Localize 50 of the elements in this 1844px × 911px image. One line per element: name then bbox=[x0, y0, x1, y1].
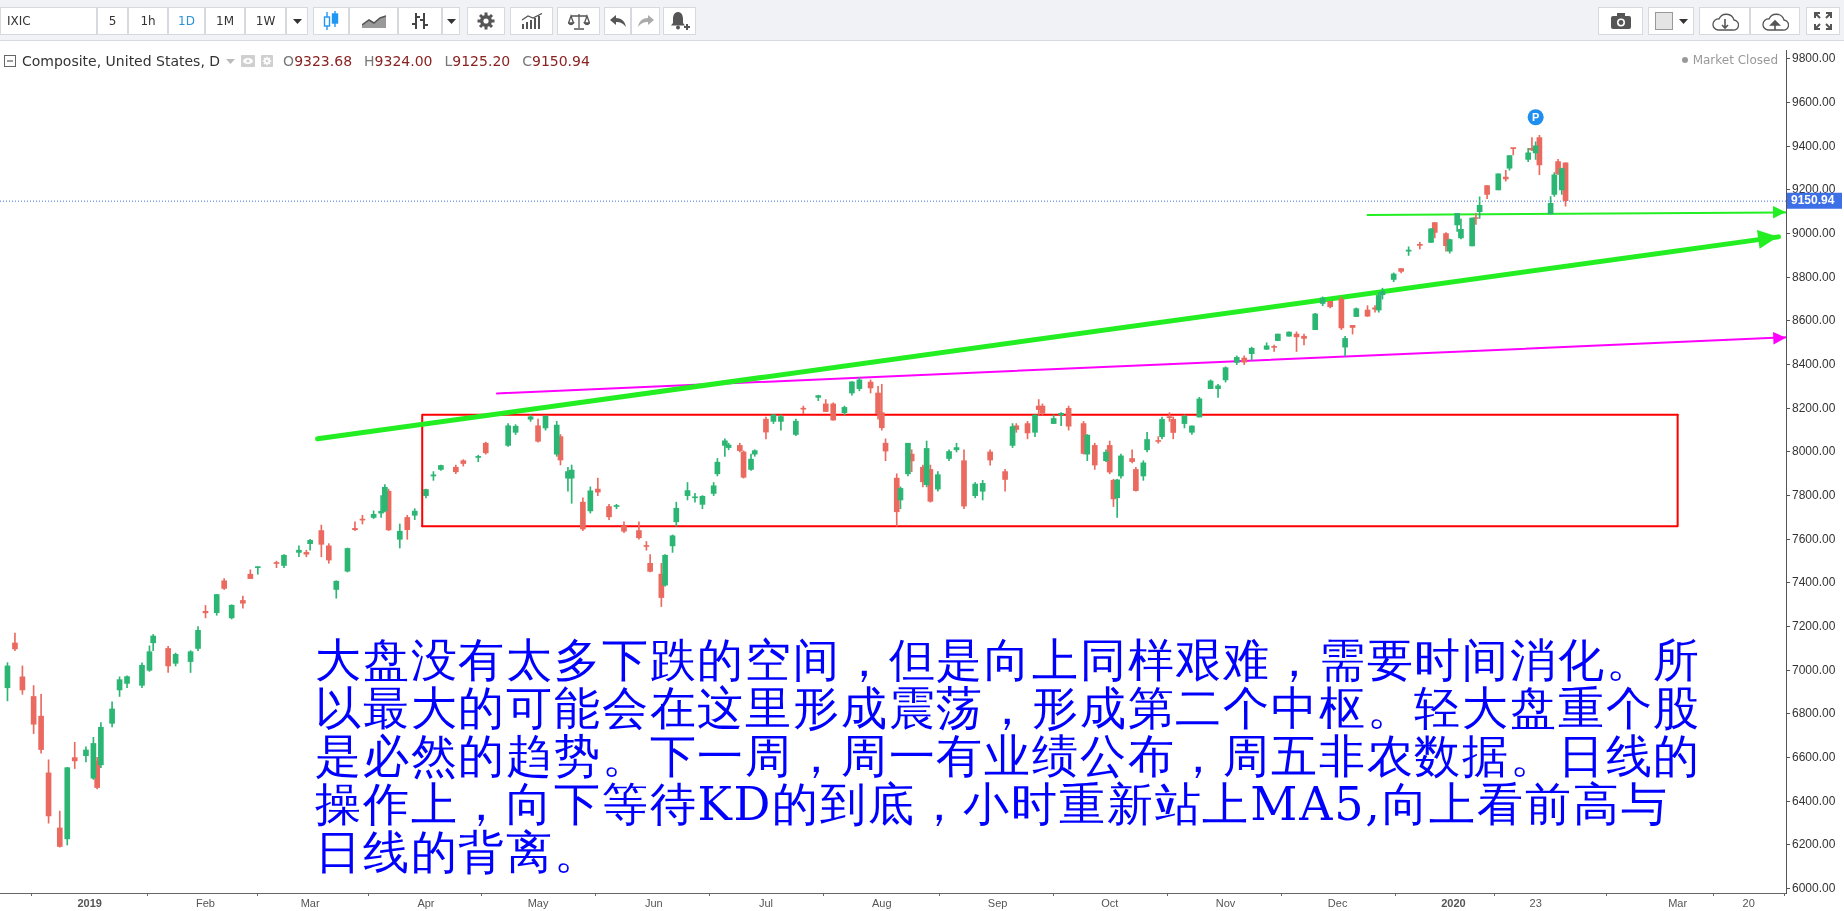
x-tick-label: Feb bbox=[196, 896, 215, 909]
button: 1h bbox=[128, 7, 168, 35]
y-tick-label: 6200.00 bbox=[1792, 837, 1836, 852]
x-tick-label: Nov bbox=[1215, 896, 1236, 909]
y-tick-label: 8600.00 bbox=[1792, 313, 1836, 328]
x-tick-label: Mar bbox=[300, 896, 320, 909]
y-tick-label: 7600.00 bbox=[1792, 531, 1836, 546]
annotation: Market Closed bbox=[1692, 53, 1778, 67]
y-tick-label: 8400.00 bbox=[1792, 356, 1836, 371]
annotation: L9125.20 bbox=[444, 53, 511, 69]
x-tick-label: Sep bbox=[987, 896, 1008, 909]
x-tick-label: 2019 bbox=[77, 896, 102, 909]
x-tick-label: Jun bbox=[645, 896, 663, 909]
x-tick-label: 20 bbox=[1742, 896, 1755, 909]
annotation: H9324.00 bbox=[364, 53, 433, 69]
x-tick-label: Oct bbox=[1101, 896, 1119, 909]
y-tick-label: 6000.00 bbox=[1792, 880, 1836, 895]
y-tick-label: 9400.00 bbox=[1792, 138, 1836, 153]
symbol-field: IXIC bbox=[0, 7, 97, 35]
x-tick-label: Dec bbox=[1327, 896, 1348, 909]
button: 5 bbox=[97, 7, 128, 35]
y-tick-label: 9000.00 bbox=[1792, 225, 1836, 240]
x-tick-label: 23 bbox=[1529, 896, 1542, 909]
y-tick-label: 7800.00 bbox=[1792, 487, 1836, 502]
x-tick-label: May bbox=[527, 896, 549, 909]
y-tick-label: 6600.00 bbox=[1792, 749, 1836, 764]
annotation: P bbox=[1531, 110, 1540, 123]
x-tick-label: Mar bbox=[1668, 896, 1688, 909]
annotation: O9323.68 bbox=[283, 53, 353, 69]
y-tick-label: 8800.00 bbox=[1792, 269, 1836, 284]
y-tick-label: 9600.00 bbox=[1792, 94, 1836, 109]
x-tick-label: Aug bbox=[872, 896, 892, 909]
x-tick-label: 2020 bbox=[1441, 896, 1466, 909]
y-tick-label: 7200.00 bbox=[1792, 618, 1836, 633]
button: 1M bbox=[205, 7, 245, 35]
y-tick-label: 8200.00 bbox=[1792, 400, 1836, 415]
x-tick-label: Jul bbox=[758, 896, 773, 909]
button: 1W bbox=[245, 7, 286, 35]
y-tick-label: 7000.00 bbox=[1792, 662, 1836, 677]
annotation: C9150.94 bbox=[522, 53, 590, 69]
annotation: 大盘没有太多下跌的空间，但是向上同样艰难，需要时间消化。所以最大的可能会在这里形成震荡，形成第二个中枢。轻大盘重个股是必然的趋势。下一周，周一有业绩公布，周五非农数据。日线的操作上，向下等待KD的到底，小时重新站上MA5,向上看前高与日线的背离。 bbox=[315, 633, 1703, 879]
y-tick-label: 6400.00 bbox=[1792, 793, 1836, 808]
y-tick-label: 8000.00 bbox=[1792, 444, 1836, 459]
x-tick-label: Apr bbox=[417, 896, 435, 909]
chart-title: Composite, United States, D bbox=[22, 53, 221, 69]
button: 1D bbox=[168, 7, 205, 35]
y-tick-label: 6800.00 bbox=[1792, 706, 1836, 721]
ref-line-label: 9150.94 bbox=[1791, 193, 1835, 208]
y-tick-label: 7400.00 bbox=[1792, 575, 1836, 590]
y-tick-label: 9800.00 bbox=[1792, 51, 1836, 66]
